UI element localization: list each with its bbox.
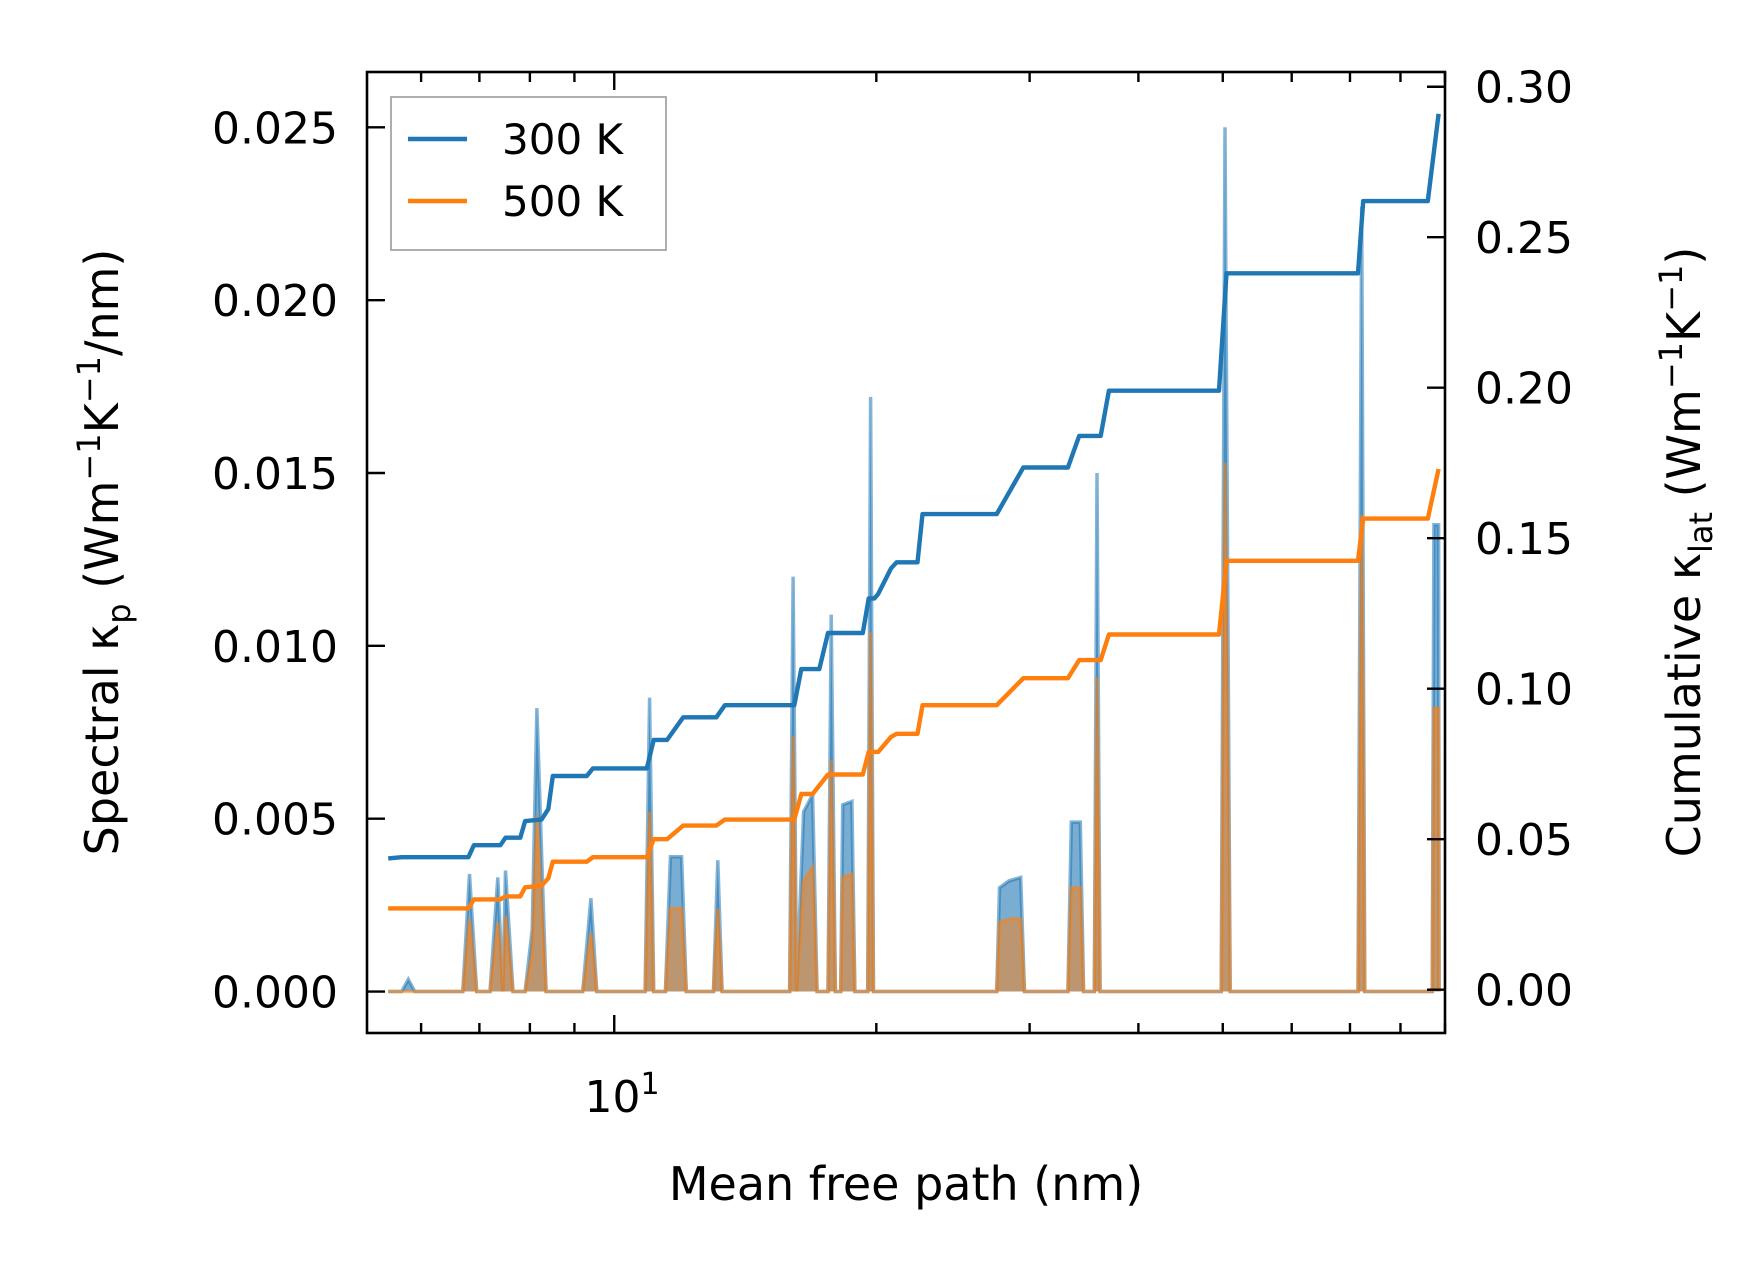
- x-tick-label-10: 101: [584, 1067, 659, 1123]
- y-right-tick-label: 0.05: [1475, 815, 1573, 866]
- spectral-edge-500k: [388, 462, 1441, 994]
- x-axis-title: Mean free path (nm): [669, 1157, 1143, 1211]
- cumulative-lines: [388, 113, 1441, 911]
- plot-frame: [365, 70, 1447, 1035]
- legend-frame: [390, 96, 667, 251]
- y-left-tick-label: 0.000: [212, 968, 338, 1019]
- y-left-tick-label: 0.025: [212, 103, 338, 154]
- y-left-tick-label: 0.005: [212, 795, 338, 846]
- y-left-tick-label: 0.020: [212, 276, 338, 327]
- y-axis-title-right: Cumulative κlat (Wm−1K−1): [1652, 247, 1720, 858]
- legend: 300 K 500 K: [390, 96, 667, 251]
- y-right-tick-label: 0.10: [1475, 665, 1573, 716]
- legend-label-300k: 300 K: [502, 115, 625, 164]
- legend-label-500k: 500 K: [502, 177, 625, 226]
- y-right-tick-label: 0.15: [1475, 514, 1573, 565]
- y-left-tick-label: 0.015: [212, 449, 338, 500]
- cumulative-line-300k: [388, 113, 1441, 861]
- tick-labels: 0.000 0.005 0.010 0.015 0.020 0.025 0.00 0.05 0.…: [212, 63, 1573, 1019]
- spectral-area-500k: [388, 462, 1440, 992]
- axis-ticks: [367, 72, 1447, 1033]
- y-right-tick-label: 0.25: [1475, 213, 1573, 264]
- y-right-tick-label: 0.00: [1475, 966, 1573, 1017]
- y-right-tick-label: 0.30: [1475, 63, 1573, 114]
- y-axis-title-left: Spectral κp (Wm−1K−1/nm): [70, 249, 138, 856]
- y-right-tick-label: 0.20: [1475, 364, 1573, 415]
- cumulative-line-500k: [388, 468, 1441, 911]
- y-left-tick-label: 0.010: [212, 622, 338, 673]
